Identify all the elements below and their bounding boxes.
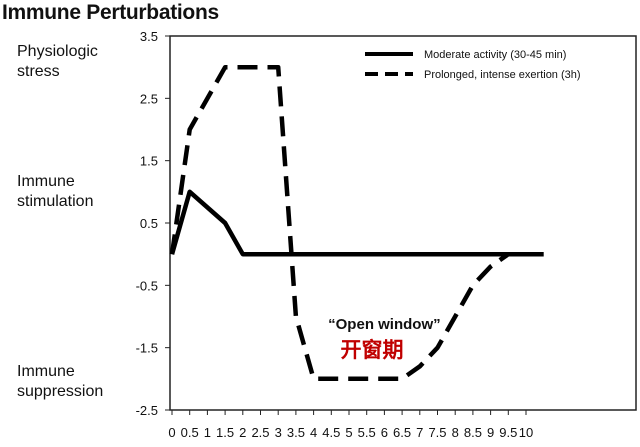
x-tick-label: 6 — [381, 425, 388, 440]
x-tick-label: 5 — [345, 425, 352, 440]
x-tick-label: 8 — [452, 425, 459, 440]
series-line-prolonged — [169, 64, 510, 382]
x-tick-label: 1 — [204, 425, 211, 440]
x-tick-label: 4 — [310, 425, 317, 440]
x-tick-label: 7 — [416, 425, 423, 440]
y-tick-label: 2.5 — [140, 91, 158, 106]
legend: Moderate activity (30-45 min) Prolonged,… — [365, 49, 581, 81]
x-tick-label: 4.5 — [322, 425, 340, 440]
side-label-line1: Physiologic — [17, 43, 98, 60]
side-label-line1: Immune — [17, 173, 75, 190]
x-tick-label: 0.5 — [181, 425, 199, 440]
side-label-immune-stimulation: Immune stimulation — [17, 172, 93, 212]
side-label-line2: stress — [17, 63, 60, 80]
side-label-immune-suppression: Immune suppression — [17, 362, 103, 402]
x-tick-label: 2 — [239, 425, 246, 440]
y-tick-label: -2.5 — [136, 403, 158, 418]
y-tick-label: -1.5 — [136, 341, 158, 356]
x-tick-label: 5.5 — [358, 425, 376, 440]
y-tick-label: -0.5 — [136, 278, 158, 293]
side-label-line2: suppression — [17, 383, 104, 400]
x-tick-label: 8.5 — [464, 425, 482, 440]
x-tick-label: 9 — [487, 425, 494, 440]
x-tick-label: 1.5 — [216, 425, 234, 440]
x-tick-label: 3.5 — [287, 425, 305, 440]
side-label-physiologic-stress: Physiologic stress — [17, 42, 98, 82]
y-tick-label: 1.5 — [140, 154, 158, 169]
y-tick-label: 0.5 — [140, 216, 158, 231]
side-label-line1: Immune — [17, 363, 75, 380]
x-tick-label: 6.5 — [393, 425, 411, 440]
x-tick-label: 9.5 — [499, 425, 517, 440]
x-tick-label: 10 — [519, 425, 533, 440]
x-tick-label: 3 — [275, 425, 282, 440]
side-label-line2: stimulation — [17, 193, 94, 210]
series-line-moderate — [169, 189, 544, 257]
x-tick-label: 0 — [168, 425, 175, 440]
x-tick-label: 2.5 — [251, 425, 269, 440]
legend-label-moderate: Moderate activity (30-45 min) — [424, 49, 566, 61]
annotation-open-window: “Open window” — [328, 316, 441, 333]
annotation-open-window-chinese: 开窗期 — [341, 338, 404, 362]
chart-title: Immune Perturbations — [2, 1, 219, 24]
x-tick-label: 7.5 — [428, 425, 446, 440]
y-tick-label: 3.5 — [140, 29, 158, 44]
legend-label-prolonged: Prolonged, intense exertion (3h) — [424, 69, 581, 81]
